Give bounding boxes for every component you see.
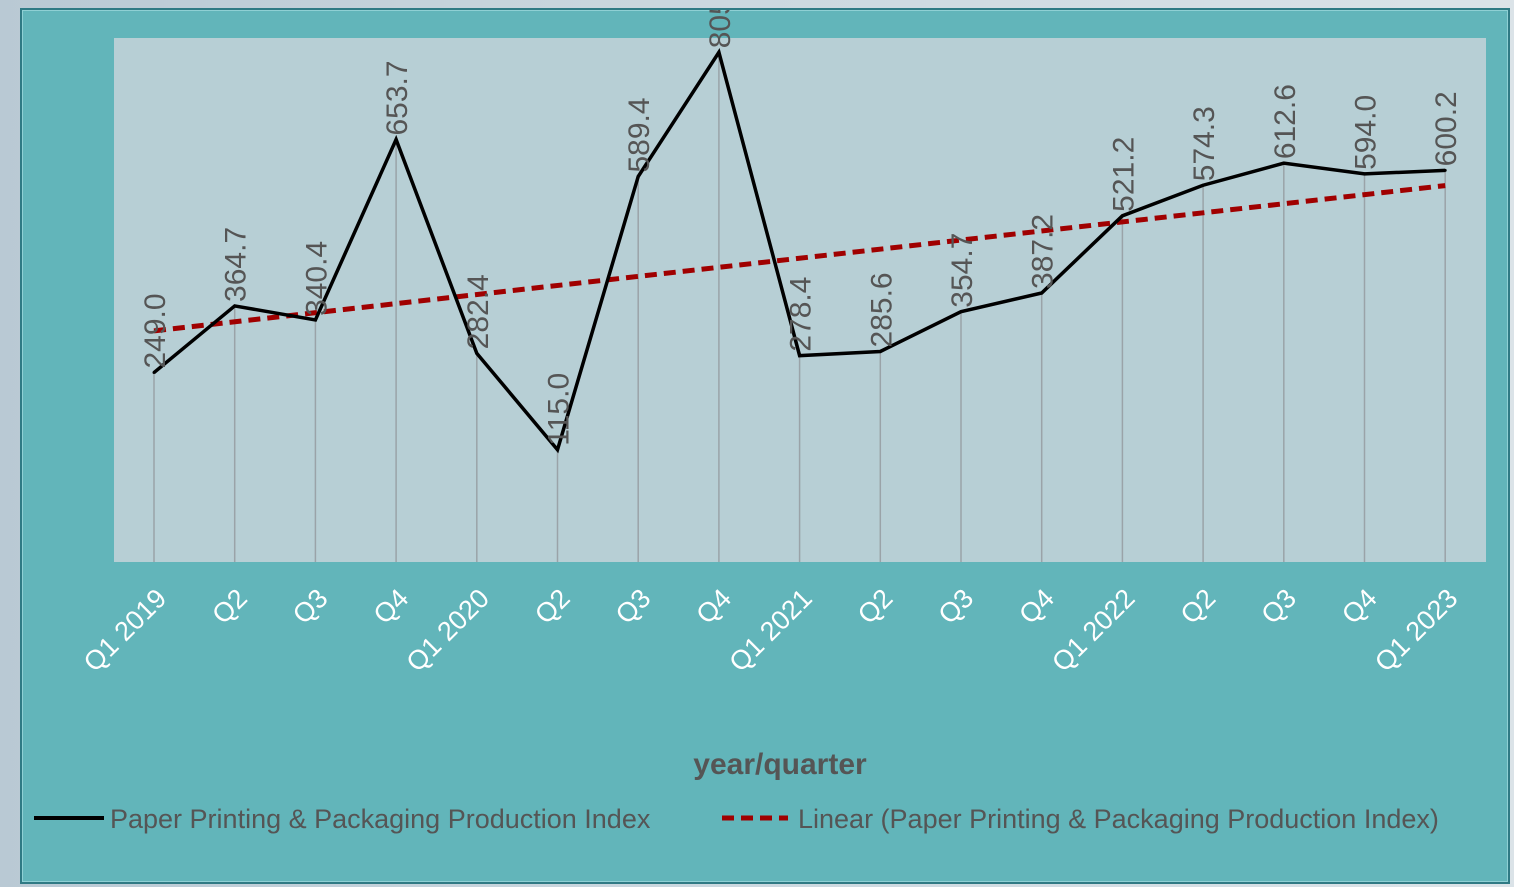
- x-tick-label: Q3: [933, 583, 980, 630]
- x-tick-label: Q2: [529, 583, 576, 630]
- data-label: 574.3: [1188, 106, 1221, 181]
- data-label: 285.6: [865, 272, 898, 347]
- data-label: 364.7: [220, 227, 253, 302]
- data-point: [475, 351, 479, 355]
- drop-lines: [153, 52, 1446, 562]
- x-tick-label: Q2: [1175, 583, 1222, 630]
- data-label: 115.0: [543, 373, 576, 446]
- data-point: [798, 354, 802, 358]
- data-label: 354.7: [946, 233, 979, 308]
- x-tick-label: Q1 2022: [1046, 583, 1140, 677]
- x-tick-label: Q4: [690, 583, 737, 630]
- series-line: [152, 48, 1447, 454]
- data-label: 594.0: [1350, 95, 1383, 170]
- data-label: 600.2: [1430, 91, 1463, 166]
- data-label: 589.4: [623, 97, 656, 172]
- trendline: [153, 183, 1446, 334]
- data-point: [1040, 291, 1044, 295]
- data-label: 278.4: [785, 277, 818, 352]
- data-point: [717, 50, 721, 54]
- data-point: [959, 310, 963, 314]
- line-chart: 249.0 364.7 340.4 653.7 282.4 115.0 589.4 805.2…: [34, 10, 1486, 834]
- data-point: [152, 371, 156, 375]
- x-tick-label: Q4: [368, 583, 415, 630]
- data-point: [878, 349, 882, 353]
- legend-label-trendline: Linear (Paper Printing & Packaging Produ…: [798, 804, 1439, 834]
- data-point: [1282, 161, 1286, 165]
- x-tick-label: Q4: [1336, 583, 1383, 630]
- data-point: [556, 448, 559, 452]
- data-point: [233, 304, 237, 308]
- x-tick-label: Q4: [1013, 583, 1060, 630]
- data-label: 612.6: [1269, 84, 1302, 159]
- data-point: [1201, 183, 1205, 187]
- data-label: 282.4: [462, 274, 495, 349]
- data-label: 249.0: [139, 293, 172, 368]
- data-point: [1120, 214, 1124, 218]
- data-point: [1363, 172, 1366, 176]
- x-tick-label: Q2: [852, 583, 899, 630]
- legend-label-series: Paper Printing & Packaging Production In…: [110, 804, 651, 834]
- x-tick-label: Q1 2020: [401, 583, 495, 677]
- trendline-path: [153, 183, 1446, 334]
- x-tick-label: Q1 2019: [78, 583, 172, 677]
- data-label: 521.2: [1107, 137, 1140, 212]
- data-label: 805.2: [704, 10, 737, 48]
- data-label: 340.4: [300, 241, 333, 316]
- x-tick-label: Q3: [610, 583, 657, 630]
- x-tick-label: Q1 2023: [1369, 583, 1463, 677]
- x-tick-label: Q1 2021: [723, 583, 817, 677]
- legend: Paper Printing & Packaging Production In…: [34, 804, 1439, 834]
- data-labels: 249.0 364.7 340.4 653.7 282.4 115.0 589.4 805.2…: [139, 10, 1463, 446]
- data-point: [636, 175, 640, 179]
- data-point: [394, 138, 398, 142]
- data-point: [1443, 168, 1447, 172]
- data-point: [313, 318, 317, 322]
- x-tick-label: Q3: [1255, 583, 1302, 630]
- data-label: 387.2: [1027, 214, 1060, 289]
- data-label: 653.7: [381, 60, 414, 135]
- x-axis-title: year/quarter: [693, 748, 867, 781]
- chart-frame: 249.0 364.7 340.4 653.7 282.4 115.0 589.4 805.2…: [20, 8, 1510, 884]
- x-tick-label: Q2: [206, 583, 253, 630]
- x-tick-label: Q3: [287, 583, 334, 630]
